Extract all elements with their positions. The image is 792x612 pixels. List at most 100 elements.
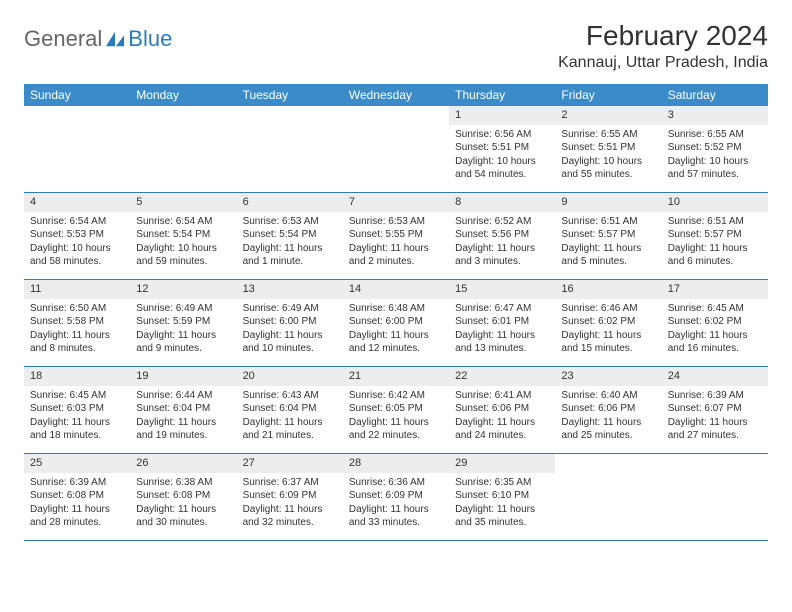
daylight-text-1: Daylight: 11 hours bbox=[455, 503, 549, 517]
sunrise-text: Sunrise: 6:38 AM bbox=[136, 476, 230, 490]
weekday-sunday: Sunday bbox=[24, 84, 130, 106]
sunset-text: Sunset: 5:56 PM bbox=[455, 228, 549, 242]
sunset-text: Sunset: 5:57 PM bbox=[668, 228, 762, 242]
daylight-text-1: Daylight: 11 hours bbox=[668, 416, 762, 430]
daylight-text-2: and 54 minutes. bbox=[455, 168, 549, 182]
daylight-text-1: Daylight: 11 hours bbox=[668, 242, 762, 256]
sunrise-text: Sunrise: 6:44 AM bbox=[136, 389, 230, 403]
sunrise-text: Sunrise: 6:45 AM bbox=[30, 389, 124, 403]
daylight-text-1: Daylight: 11 hours bbox=[243, 416, 337, 430]
day-body: Sunrise: 6:38 AMSunset: 6:08 PMDaylight:… bbox=[130, 473, 236, 534]
day-cell: 14Sunrise: 6:48 AMSunset: 6:00 PMDayligh… bbox=[343, 280, 449, 366]
sunset-text: Sunset: 6:02 PM bbox=[668, 315, 762, 329]
day-number: 20 bbox=[237, 367, 343, 386]
daylight-text-2: and 59 minutes. bbox=[136, 255, 230, 269]
day-cell: 11Sunrise: 6:50 AMSunset: 5:58 PMDayligh… bbox=[24, 280, 130, 366]
daylight-text-1: Daylight: 11 hours bbox=[136, 329, 230, 343]
weekday-friday: Friday bbox=[555, 84, 661, 106]
sunrise-text: Sunrise: 6:55 AM bbox=[668, 128, 762, 142]
day-number: 16 bbox=[555, 280, 661, 299]
day-cell: 8Sunrise: 6:52 AMSunset: 5:56 PMDaylight… bbox=[449, 193, 555, 279]
sunrise-text: Sunrise: 6:45 AM bbox=[668, 302, 762, 316]
calendar-grid: Sunday Monday Tuesday Wednesday Thursday… bbox=[24, 84, 768, 541]
daylight-text-2: and 28 minutes. bbox=[30, 516, 124, 530]
sunrise-text: Sunrise: 6:51 AM bbox=[561, 215, 655, 229]
sunset-text: Sunset: 5:54 PM bbox=[243, 228, 337, 242]
day-cell: 7Sunrise: 6:53 AMSunset: 5:55 PMDaylight… bbox=[343, 193, 449, 279]
daylight-text-1: Daylight: 11 hours bbox=[561, 329, 655, 343]
daylight-text-1: Daylight: 10 hours bbox=[30, 242, 124, 256]
daylight-text-1: Daylight: 11 hours bbox=[349, 242, 443, 256]
logo-text-blue: Blue bbox=[128, 26, 172, 52]
sunset-text: Sunset: 6:05 PM bbox=[349, 402, 443, 416]
weekday-header-row: Sunday Monday Tuesday Wednesday Thursday… bbox=[24, 84, 768, 106]
day-cell: 27Sunrise: 6:37 AMSunset: 6:09 PMDayligh… bbox=[237, 454, 343, 540]
sunrise-text: Sunrise: 6:46 AM bbox=[561, 302, 655, 316]
daylight-text-1: Daylight: 11 hours bbox=[243, 242, 337, 256]
week-row: 18Sunrise: 6:45 AMSunset: 6:03 PMDayligh… bbox=[24, 367, 768, 454]
daylight-text-2: and 16 minutes. bbox=[668, 342, 762, 356]
daylight-text-2: and 58 minutes. bbox=[30, 255, 124, 269]
daylight-text-2: and 55 minutes. bbox=[561, 168, 655, 182]
day-cell: 21Sunrise: 6:42 AMSunset: 6:05 PMDayligh… bbox=[343, 367, 449, 453]
day-cell bbox=[130, 106, 236, 192]
day-body: Sunrise: 6:43 AMSunset: 6:04 PMDaylight:… bbox=[237, 386, 343, 447]
daylight-text-1: Daylight: 11 hours bbox=[30, 329, 124, 343]
daylight-text-1: Daylight: 11 hours bbox=[136, 416, 230, 430]
day-cell: 2Sunrise: 6:55 AMSunset: 5:51 PMDaylight… bbox=[555, 106, 661, 192]
day-cell: 25Sunrise: 6:39 AMSunset: 6:08 PMDayligh… bbox=[24, 454, 130, 540]
sunrise-text: Sunrise: 6:49 AM bbox=[136, 302, 230, 316]
week-row: 4Sunrise: 6:54 AMSunset: 5:53 PMDaylight… bbox=[24, 193, 768, 280]
daylight-text-1: Daylight: 11 hours bbox=[455, 242, 549, 256]
sunrise-text: Sunrise: 6:48 AM bbox=[349, 302, 443, 316]
sunrise-text: Sunrise: 6:49 AM bbox=[243, 302, 337, 316]
sunset-text: Sunset: 5:58 PM bbox=[30, 315, 124, 329]
day-number: 1 bbox=[449, 106, 555, 125]
sunset-text: Sunset: 6:00 PM bbox=[349, 315, 443, 329]
day-cell: 1Sunrise: 6:56 AMSunset: 5:51 PMDaylight… bbox=[449, 106, 555, 192]
day-cell: 10Sunrise: 6:51 AMSunset: 5:57 PMDayligh… bbox=[662, 193, 768, 279]
day-cell: 20Sunrise: 6:43 AMSunset: 6:04 PMDayligh… bbox=[237, 367, 343, 453]
day-number: 27 bbox=[237, 454, 343, 473]
sunset-text: Sunset: 5:51 PM bbox=[561, 141, 655, 155]
daylight-text-1: Daylight: 11 hours bbox=[30, 416, 124, 430]
location-subtitle: Kannauj, Uttar Pradesh, India bbox=[558, 54, 768, 72]
sunset-text: Sunset: 6:06 PM bbox=[455, 402, 549, 416]
day-cell bbox=[555, 454, 661, 540]
daylight-text-2: and 10 minutes. bbox=[243, 342, 337, 356]
day-body: Sunrise: 6:52 AMSunset: 5:56 PMDaylight:… bbox=[449, 212, 555, 273]
day-number: 25 bbox=[24, 454, 130, 473]
sunrise-text: Sunrise: 6:42 AM bbox=[349, 389, 443, 403]
sunset-text: Sunset: 6:10 PM bbox=[455, 489, 549, 503]
daylight-text-2: and 33 minutes. bbox=[349, 516, 443, 530]
sunset-text: Sunset: 6:09 PM bbox=[349, 489, 443, 503]
day-body: Sunrise: 6:40 AMSunset: 6:06 PMDaylight:… bbox=[555, 386, 661, 447]
sunrise-text: Sunrise: 6:53 AM bbox=[243, 215, 337, 229]
day-cell: 9Sunrise: 6:51 AMSunset: 5:57 PMDaylight… bbox=[555, 193, 661, 279]
day-number: 5 bbox=[130, 193, 236, 212]
day-number: 7 bbox=[343, 193, 449, 212]
sunset-text: Sunset: 5:59 PM bbox=[136, 315, 230, 329]
title-block: February 2024 Kannauj, Uttar Pradesh, In… bbox=[558, 20, 768, 72]
daylight-text-2: and 24 minutes. bbox=[455, 429, 549, 443]
daylight-text-2: and 8 minutes. bbox=[30, 342, 124, 356]
daylight-text-2: and 57 minutes. bbox=[668, 168, 762, 182]
day-number: 21 bbox=[343, 367, 449, 386]
sunset-text: Sunset: 6:02 PM bbox=[561, 315, 655, 329]
daylight-text-2: and 15 minutes. bbox=[561, 342, 655, 356]
daylight-text-2: and 12 minutes. bbox=[349, 342, 443, 356]
week-row: 25Sunrise: 6:39 AMSunset: 6:08 PMDayligh… bbox=[24, 454, 768, 541]
sunrise-text: Sunrise: 6:35 AM bbox=[455, 476, 549, 490]
day-cell: 17Sunrise: 6:45 AMSunset: 6:02 PMDayligh… bbox=[662, 280, 768, 366]
day-number: 8 bbox=[449, 193, 555, 212]
daylight-text-2: and 2 minutes. bbox=[349, 255, 443, 269]
daylight-text-2: and 9 minutes. bbox=[136, 342, 230, 356]
day-number: 22 bbox=[449, 367, 555, 386]
day-number: 10 bbox=[662, 193, 768, 212]
day-body: Sunrise: 6:46 AMSunset: 6:02 PMDaylight:… bbox=[555, 299, 661, 360]
day-cell: 18Sunrise: 6:45 AMSunset: 6:03 PMDayligh… bbox=[24, 367, 130, 453]
day-body: Sunrise: 6:55 AMSunset: 5:52 PMDaylight:… bbox=[662, 125, 768, 186]
day-body: Sunrise: 6:48 AMSunset: 6:00 PMDaylight:… bbox=[343, 299, 449, 360]
day-number: 9 bbox=[555, 193, 661, 212]
sunset-text: Sunset: 6:09 PM bbox=[243, 489, 337, 503]
